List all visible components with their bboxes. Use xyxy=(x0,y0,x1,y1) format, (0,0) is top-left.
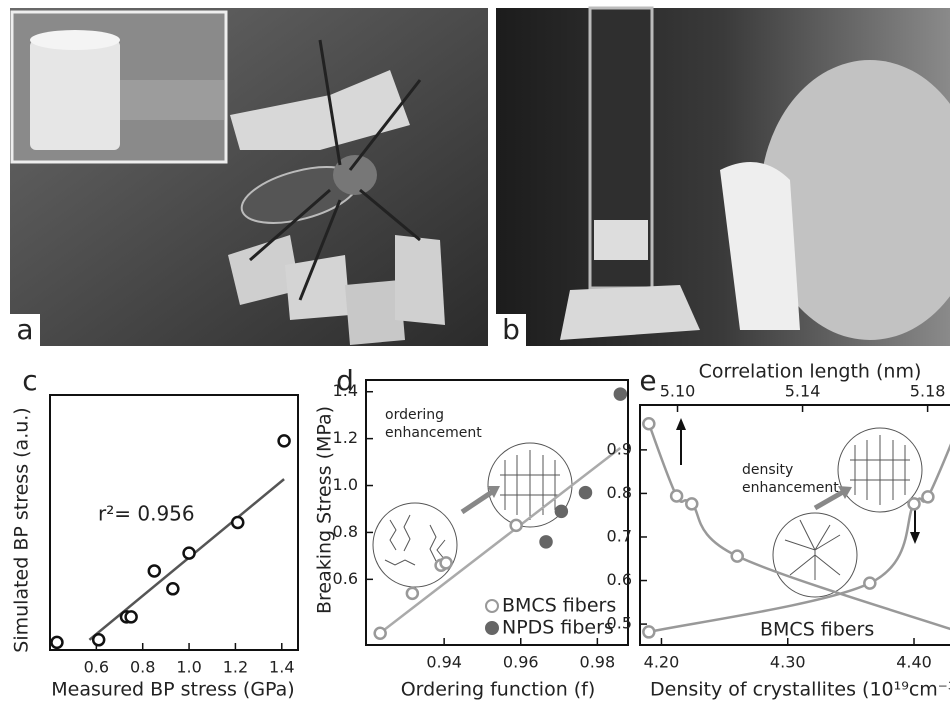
panel-label: e xyxy=(639,364,656,397)
data-point xyxy=(671,491,682,502)
legend-label: BMCS fibers xyxy=(502,595,616,617)
y-tick-label: 1.2 xyxy=(333,428,358,447)
data-point xyxy=(864,578,875,589)
data-point xyxy=(580,487,591,498)
schematic-e-part xyxy=(910,532,920,544)
note: BMCS fibers xyxy=(760,619,874,641)
data-point xyxy=(51,637,62,648)
schematic-d-part xyxy=(462,492,492,512)
data-point xyxy=(184,548,195,559)
photo-a-part xyxy=(285,255,350,320)
data-point xyxy=(441,557,452,568)
data-point xyxy=(541,536,552,547)
photo-a xyxy=(10,8,488,346)
data-point xyxy=(149,565,160,576)
x-axis-title: Density of crystallites (10¹⁹cm⁻³) xyxy=(650,679,950,701)
y-tick-label: 0.6 xyxy=(333,569,358,588)
photo-a-part xyxy=(395,235,445,325)
photo-b xyxy=(496,8,950,346)
data-point xyxy=(643,626,654,637)
data-point xyxy=(407,588,418,599)
y-tick-label: 0.7 xyxy=(607,526,632,545)
schematic-d xyxy=(373,443,572,587)
y-tick-label: 1.0 xyxy=(333,475,358,494)
panel-label: b xyxy=(502,313,520,346)
legend-marker xyxy=(486,622,498,634)
legend-label: NPDS fibers xyxy=(502,617,614,639)
panel-label: c xyxy=(22,364,37,397)
data-point xyxy=(615,389,626,400)
schematic-d-part xyxy=(373,503,457,587)
data-point xyxy=(167,583,178,594)
annotation: density xyxy=(742,462,793,478)
x-tick-label: 1.4 xyxy=(269,658,294,677)
y-axis-title: Simulated BP stress (a.u.) xyxy=(11,407,33,652)
x-tick-label: 0.8 xyxy=(130,658,155,677)
x-tick-label: 0.6 xyxy=(84,658,109,677)
x-tick-label: 1.2 xyxy=(223,658,248,677)
x2-tick-label: 5.14 xyxy=(785,382,821,401)
photo-a-part xyxy=(120,80,224,120)
y-tick-label: 0.9 xyxy=(607,439,632,458)
y-tick-label: 0.8 xyxy=(607,483,632,502)
panel-label: a xyxy=(16,313,33,346)
photo-a-part xyxy=(30,40,120,150)
annotation: enhancement xyxy=(385,425,482,441)
x-tick-label: 4.40 xyxy=(896,653,932,672)
y-tick-label: 0.5 xyxy=(607,614,632,633)
data-point xyxy=(909,498,920,509)
x2-axis-title: Correlation length (nm) xyxy=(699,361,922,383)
data-point xyxy=(922,491,933,502)
data-point xyxy=(643,418,654,429)
x-tick-label: 4.30 xyxy=(770,653,806,672)
annotation: enhancement xyxy=(742,480,839,496)
x-tick-label: 1.0 xyxy=(176,658,201,677)
data-point xyxy=(375,628,386,639)
x-tick-label: 4.20 xyxy=(644,653,680,672)
data-point xyxy=(232,517,243,528)
annotation: ordering xyxy=(385,407,444,423)
photo-b-part xyxy=(594,220,648,260)
y-tick-label: 0.8 xyxy=(333,522,358,541)
x-tick-label: 0.94 xyxy=(426,653,462,672)
y-tick-label: 1.4 xyxy=(333,381,358,400)
page: {"panels": [{"label": "a"}, {"label": "b… xyxy=(0,0,950,706)
data-point xyxy=(126,611,137,622)
x-tick-label: 0.98 xyxy=(580,653,616,672)
x-axis-title: Ordering function (f) xyxy=(401,679,596,701)
figure: a b c 0.6 0.8 1.0 1.2 1.4 Measured BP stress (… xyxy=(0,0,950,706)
annotation: r²= 0.956 xyxy=(98,502,195,526)
x2-tick-label: 5.18 xyxy=(910,382,946,401)
schematic-e xyxy=(676,418,922,597)
data-point xyxy=(556,506,567,517)
data-point xyxy=(511,520,522,531)
data-point xyxy=(93,634,104,645)
y-axis-title: Breaking Stress (MPa) xyxy=(314,406,336,614)
legend-marker xyxy=(486,600,498,612)
data-point xyxy=(732,551,743,562)
photo-a-part xyxy=(30,30,120,50)
schematic-e-part xyxy=(676,418,686,430)
x-axis-title: Measured BP stress (GPa) xyxy=(51,679,294,701)
y-tick-label: 0.6 xyxy=(607,570,632,589)
x2-tick-label: 5.10 xyxy=(660,382,696,401)
data-point xyxy=(279,435,290,446)
x-tick-label: 0.96 xyxy=(503,653,539,672)
data-point xyxy=(686,498,697,509)
